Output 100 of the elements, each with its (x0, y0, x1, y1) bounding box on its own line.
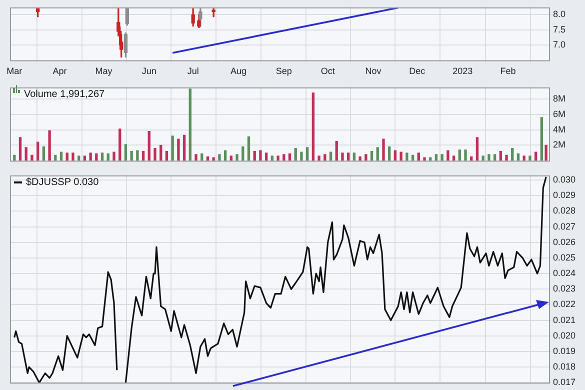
y-tick-label: 0.029 (553, 190, 576, 200)
bar (218, 154, 221, 161)
bar (434, 154, 438, 161)
y-tick-label: 0.026 (553, 236, 576, 247)
bar (54, 154, 57, 161)
bar (142, 151, 145, 161)
x-tick-label: Aug (230, 66, 246, 76)
bar (177, 138, 180, 161)
bar (136, 150, 139, 161)
y-tick-label: 0.023 (553, 284, 576, 294)
y-tick-label: 0.028 (553, 206, 576, 216)
bar (376, 147, 379, 161)
bar (423, 157, 426, 161)
bar (324, 154, 326, 161)
bar (130, 151, 133, 161)
bar (171, 136, 174, 161)
bar (154, 148, 156, 161)
bar (364, 154, 368, 161)
bar (236, 154, 238, 161)
bar (264, 152, 268, 161)
bar (488, 154, 490, 161)
bar (446, 150, 450, 161)
x-tick-label: Apr (52, 66, 67, 76)
bar (335, 141, 338, 161)
bar (200, 153, 204, 161)
bar (188, 88, 192, 161)
bar (259, 150, 262, 161)
bar (352, 152, 356, 161)
bar (540, 117, 544, 161)
bar (394, 150, 397, 161)
bar (476, 137, 479, 161)
bar (13, 154, 16, 161)
bar (230, 156, 232, 161)
bar (544, 144, 548, 161)
bar (242, 146, 244, 161)
bar (247, 136, 250, 161)
bar (78, 156, 80, 161)
bar (36, 142, 40, 161)
bar (452, 156, 456, 161)
bar (95, 153, 98, 161)
bar (72, 152, 74, 161)
bar (282, 154, 286, 161)
bar (493, 154, 496, 161)
bar (522, 156, 526, 161)
bar (388, 146, 391, 161)
y-tick-label: 0.020 (553, 330, 576, 340)
bar (253, 151, 256, 161)
bar (341, 152, 344, 161)
bar (112, 152, 116, 161)
bar (534, 152, 538, 161)
y-tick-label: 8M (553, 93, 566, 104)
y-tick-label: 0.027 (553, 221, 576, 232)
bar (106, 153, 110, 161)
bar (60, 152, 63, 161)
bar (417, 152, 420, 161)
bar (406, 152, 408, 161)
bar (212, 157, 215, 161)
y-tick-label: 7.0 (553, 40, 566, 50)
bar (182, 134, 186, 161)
y-tick-label: 0.019 (553, 346, 576, 356)
y-tick-label: 0.021 (553, 314, 576, 325)
x-tick-label: Mar (6, 66, 22, 76)
bar (347, 152, 350, 161)
bar (358, 156, 362, 161)
y-tick-label: 0.017 (553, 377, 576, 388)
bar (100, 152, 104, 161)
y-tick-label: 8.0 (553, 9, 566, 20)
y-tick-label: 4M (553, 124, 566, 134)
bar (516, 153, 520, 161)
bar (440, 154, 444, 161)
x-tick-label: Nov (365, 66, 382, 76)
bar (382, 138, 385, 161)
y-tick-label: 0.022 (553, 299, 576, 310)
y-tick-label: 7.5 (553, 24, 566, 34)
bar (276, 156, 280, 161)
bar (194, 154, 198, 161)
x-tick-label: Jun (142, 66, 156, 76)
x-tick-label: 2023 (452, 66, 473, 76)
bar (48, 130, 51, 161)
bar (505, 154, 508, 161)
bar (224, 150, 227, 161)
bar (464, 149, 467, 161)
bar (499, 151, 502, 161)
x-tick-label: Oct (320, 66, 336, 76)
bar (89, 152, 92, 161)
bar (411, 154, 414, 161)
bar (83, 156, 86, 161)
bar (30, 154, 34, 161)
x-tick-label: Dec (409, 66, 426, 76)
bar (300, 152, 303, 161)
bar (160, 144, 162, 161)
bar (18, 137, 22, 161)
bar (370, 151, 374, 161)
y-tick-label: 2M (553, 140, 566, 150)
y-tick-label: 0.018 (553, 362, 576, 372)
bar (124, 144, 128, 161)
bar (511, 148, 514, 161)
x-tick-label: Feb (500, 66, 516, 76)
bar (288, 153, 292, 161)
bar (24, 147, 28, 161)
